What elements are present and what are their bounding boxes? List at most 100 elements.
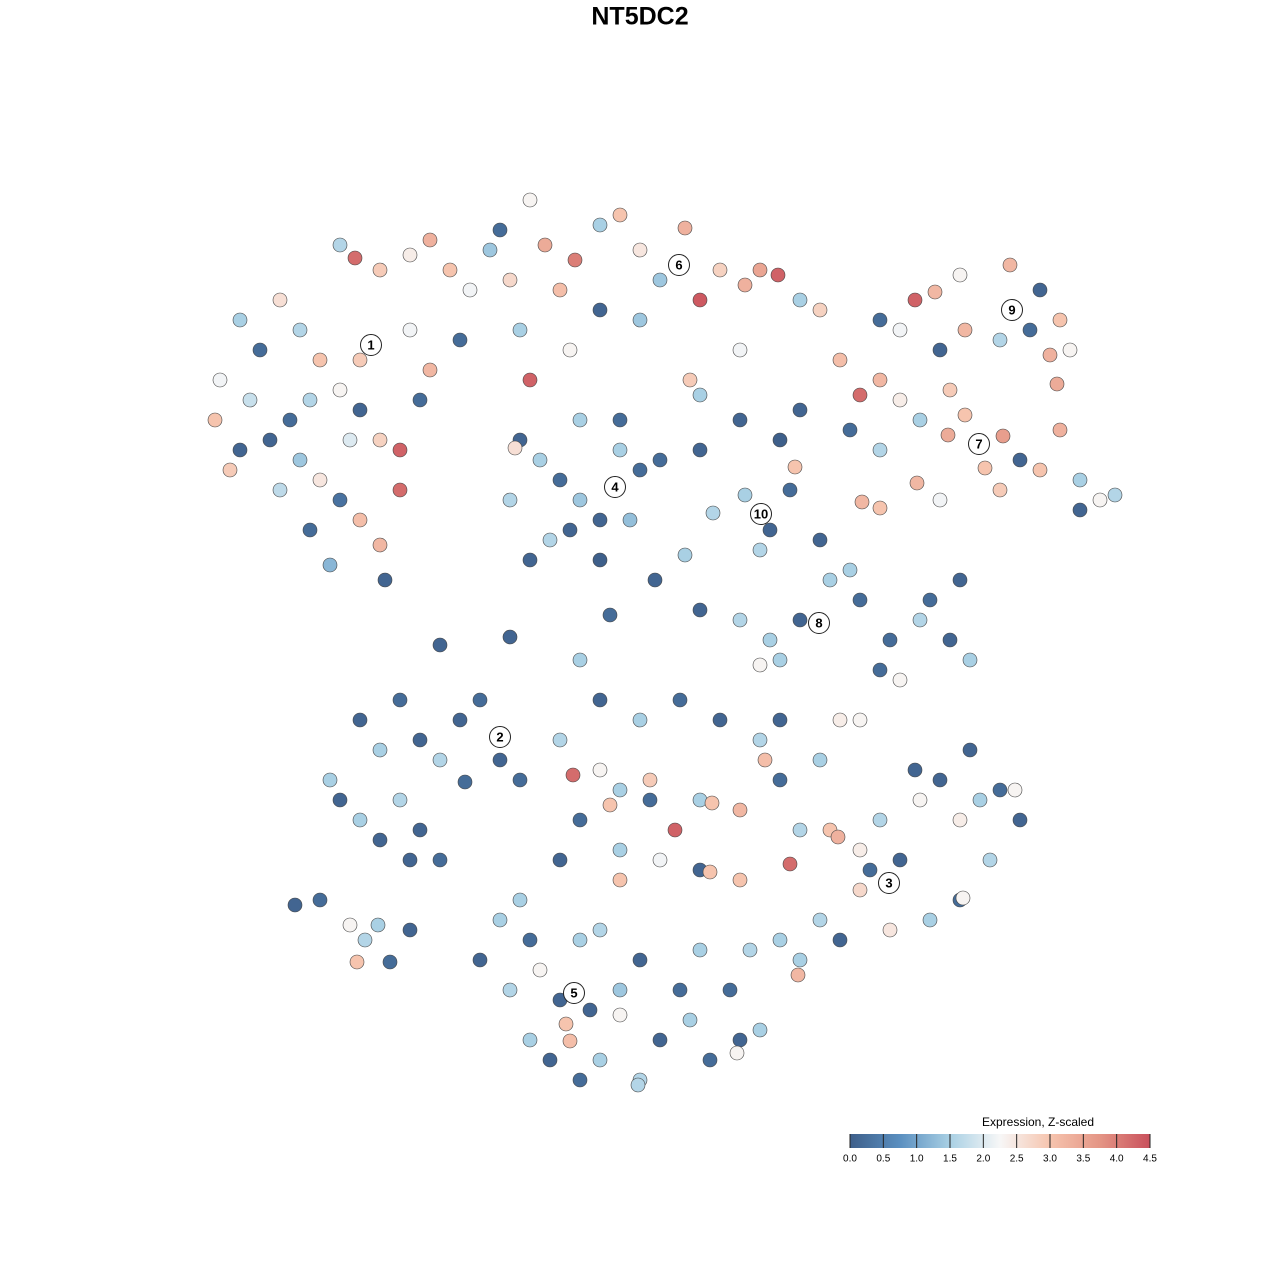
point (392, 442, 408, 458)
point (812, 912, 828, 928)
colorbar-title: Expression, Z-scaled (982, 1115, 1094, 1129)
point (1002, 257, 1018, 273)
point (677, 547, 693, 563)
point (462, 282, 478, 298)
point (752, 732, 768, 748)
point (272, 482, 288, 498)
point (955, 890, 971, 906)
point (862, 862, 878, 878)
point (882, 922, 898, 938)
point (332, 237, 348, 253)
point (812, 302, 828, 318)
point (682, 1012, 698, 1028)
point (352, 812, 368, 828)
point (352, 712, 368, 728)
point (522, 192, 538, 208)
point (667, 822, 683, 838)
point (502, 272, 518, 288)
point (692, 792, 708, 808)
point (647, 572, 663, 588)
point (232, 312, 248, 328)
point (312, 352, 328, 368)
point (372, 262, 388, 278)
point (412, 732, 428, 748)
point (522, 932, 538, 948)
point (472, 692, 488, 708)
point (537, 237, 553, 253)
point (207, 412, 223, 428)
point (342, 432, 358, 448)
point (562, 342, 578, 358)
point (672, 692, 688, 708)
point (377, 572, 393, 588)
point (812, 752, 828, 768)
colorbar-tick-label: 0.0 (843, 1154, 857, 1165)
point (830, 829, 846, 845)
point (592, 302, 608, 318)
point (787, 459, 803, 475)
point (932, 492, 948, 508)
point (332, 492, 348, 508)
cluster-label: 4 (611, 479, 619, 494)
point (312, 472, 328, 488)
point (772, 932, 788, 948)
point (347, 250, 363, 266)
point (742, 942, 758, 958)
point (352, 512, 368, 528)
point (507, 440, 523, 456)
point (492, 222, 508, 238)
point (372, 432, 388, 448)
cluster-label: 3 (885, 875, 892, 890)
point (922, 592, 938, 608)
point (502, 982, 518, 998)
point (842, 562, 858, 578)
point (552, 282, 568, 298)
point (752, 657, 768, 673)
point (592, 922, 608, 938)
point (322, 557, 338, 573)
point (1012, 812, 1028, 828)
point (612, 872, 628, 888)
point (642, 772, 658, 788)
point (872, 312, 888, 328)
point (892, 392, 908, 408)
point (592, 1052, 608, 1068)
point (432, 637, 448, 653)
point (752, 542, 768, 558)
point (392, 792, 408, 808)
cluster-badge (750, 503, 772, 525)
point (892, 672, 908, 688)
point (982, 852, 998, 868)
point (632, 242, 648, 258)
point (677, 220, 693, 236)
point (630, 1077, 646, 1093)
point (932, 342, 948, 358)
point (1052, 312, 1068, 328)
point (212, 372, 228, 388)
point (1049, 376, 1065, 392)
point (792, 402, 808, 418)
cluster-badge (808, 612, 830, 634)
point (282, 412, 298, 428)
point (552, 472, 568, 488)
point (492, 912, 508, 928)
point (757, 752, 773, 768)
cluster-label: 2 (496, 729, 503, 744)
point (854, 494, 870, 510)
point (572, 812, 588, 828)
point (852, 712, 868, 728)
point (562, 522, 578, 538)
point (732, 872, 748, 888)
point (770, 267, 786, 283)
point (522, 1032, 538, 1048)
point (632, 952, 648, 968)
colorbar-tick-label: 1.0 (910, 1154, 924, 1165)
point (565, 767, 581, 783)
point (392, 482, 408, 498)
point (872, 662, 888, 678)
point (572, 492, 588, 508)
point (962, 652, 978, 668)
point (852, 842, 868, 858)
point (432, 852, 448, 868)
point (332, 792, 348, 808)
